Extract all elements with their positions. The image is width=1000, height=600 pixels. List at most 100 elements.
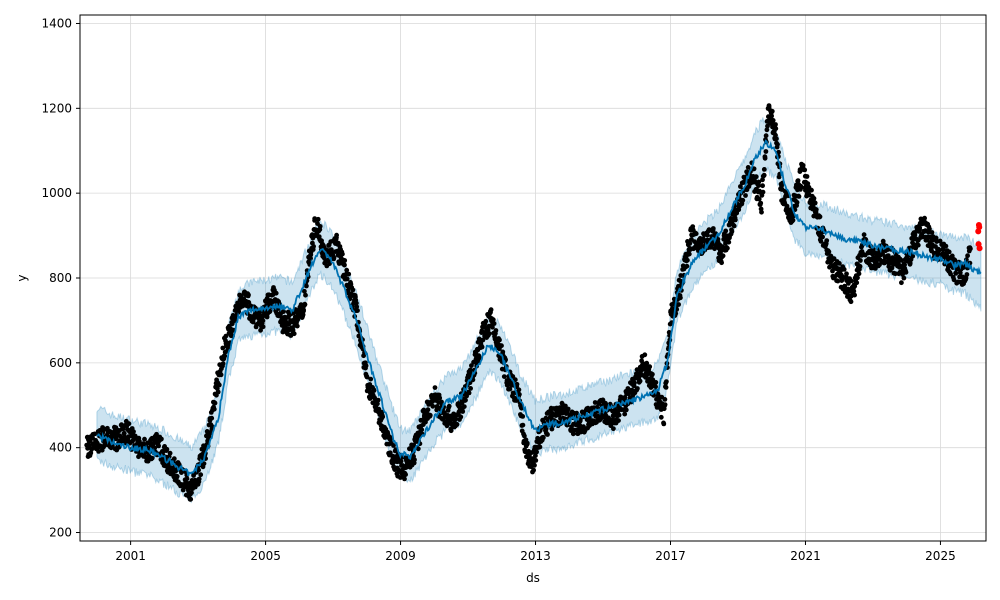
observed-point [770,118,776,123]
observed-point [501,374,507,379]
observed-point [537,444,543,450]
observed-point [616,412,622,418]
observed-point [216,382,222,388]
observed-point [402,476,407,482]
observed-point [220,361,226,366]
observed-point [684,263,690,269]
observed-point [344,276,350,282]
observed-point [726,239,732,245]
observed-point [805,181,811,187]
observed-point [902,262,907,268]
observed-point [818,238,824,244]
observed-point [854,280,860,286]
observed-point [642,352,648,358]
observed-point [376,406,382,412]
observed-point [756,196,762,202]
observed-point [167,450,173,456]
observed-point [188,496,194,502]
observed-point [776,149,781,155]
observed-point [964,272,970,277]
observed-point [196,467,202,473]
observed-point [375,401,380,407]
observed-point [491,321,497,326]
observed-point [317,224,323,229]
observed-point [795,178,801,184]
observed-point [240,303,246,309]
observed-point [774,136,779,142]
observed-point [267,308,273,314]
observed-point [246,292,251,298]
observed-point [851,288,857,294]
observed-point [946,249,952,255]
observed-point [368,376,374,382]
observed-point [149,455,155,461]
x-axis: 2001 2005 2009 2013 2017 2021 2025 [115,541,956,563]
observed-point [678,295,683,301]
observed-point [637,378,643,384]
observed-point [661,421,667,427]
observed-point [856,271,862,277]
observed-point [398,458,404,464]
observed-point [893,271,898,277]
observed-point [201,461,207,466]
yhat-line [96,139,982,477]
observed-point [826,249,832,255]
observed-point [725,245,730,251]
observed-point [209,415,215,421]
observed-point [796,194,802,199]
observed-point [769,108,775,114]
observed-point [229,321,235,327]
observed-point [647,364,653,370]
observed-point [944,253,950,258]
observed-point [852,283,858,289]
observed-point [616,418,621,423]
observed-point [543,426,549,432]
observed-point [740,197,746,203]
observed-point [685,257,690,263]
observed-point [367,396,373,401]
observed-point [211,406,217,412]
observed-point [912,232,918,238]
observed-point [936,247,942,253]
observed-point [258,327,263,333]
observed-point [468,386,473,391]
observed-point [174,474,180,479]
observed-point [827,264,832,270]
observed-point [687,241,693,246]
observed-point [294,323,300,329]
observed-point [302,302,308,307]
observed-point [120,426,126,432]
forecast-line [96,139,982,477]
observed-point [581,424,586,430]
observed-point [738,184,743,189]
observed-point [516,387,522,393]
observed-point [756,183,761,189]
observed-point [719,260,724,266]
observed-point [531,467,536,473]
observed-point [419,427,425,433]
observed-point [917,225,923,231]
y-tick-label: 600 [49,356,72,370]
observed-point [858,258,863,263]
observed-point [710,226,716,231]
x-tick-label: 2021 [790,549,821,563]
observed-point [411,442,417,448]
observed-point [903,269,909,275]
observed-point [540,435,546,441]
observed-point [611,426,616,432]
observed-point [311,244,316,249]
observed-point [446,403,452,409]
observed-point [222,353,228,359]
observed-point [260,324,266,330]
observed-point [458,414,464,420]
y-tick-label: 200 [49,526,72,540]
observed-point [346,271,352,277]
observed-point [759,209,764,215]
observed-point [371,388,377,393]
observed-point [477,355,482,361]
observed-point [632,380,637,386]
observed-point [355,308,360,313]
observed-point [212,400,218,406]
observed-point [937,238,943,244]
observed-point [899,280,904,286]
